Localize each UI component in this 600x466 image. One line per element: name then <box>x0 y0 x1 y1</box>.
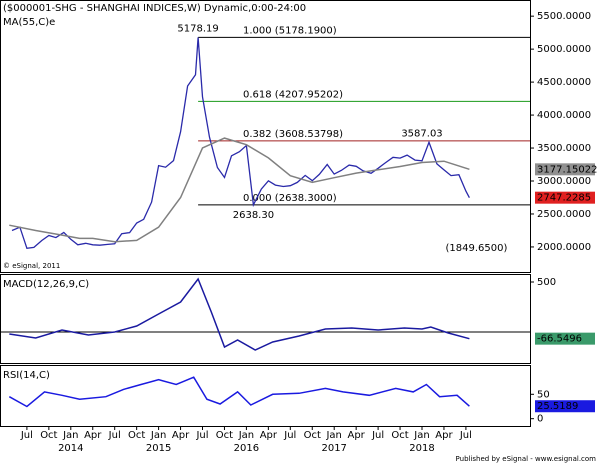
year-label: 2017 <box>321 443 346 454</box>
year-label: 2015 <box>146 443 171 454</box>
y-tick-label: 2000.0000 <box>537 242 591 253</box>
x-tick-label: Oct <box>40 430 57 441</box>
x-tick-label: Jan <box>413 430 429 441</box>
x-tick-label: Jul <box>283 430 296 441</box>
y-tick-label: 500 <box>537 277 556 288</box>
annotation: (1849.6500) <box>445 243 507 254</box>
copyright: © eSignal, 2011 <box>3 262 60 270</box>
x-tick-label: Oct <box>304 430 321 441</box>
x-tick-label: Jan <box>62 430 78 441</box>
main-panel <box>0 0 531 273</box>
x-tick-label: Jul <box>459 430 472 441</box>
y-tick-label: 5000.0000 <box>537 44 591 55</box>
last-value-label: 3177.15022 <box>537 164 597 175</box>
y-tick-label: 3000.0000 <box>537 176 591 187</box>
chart-title: ($000001-SHG - SHANGHAI INDICES,W) Dynam… <box>3 3 306 14</box>
series-line <box>9 277 470 351</box>
y-tick-label: 0 <box>537 414 543 425</box>
fib-label: 0.000 (2638.3000) <box>243 193 337 204</box>
x-tick-label: Jul <box>20 430 33 441</box>
last-value-box <box>535 332 595 345</box>
x-tick-label: Apr <box>172 430 190 441</box>
x-tick-label: Oct <box>216 430 233 441</box>
rsi-panel <box>0 365 531 427</box>
fib-label: 0.382 (3608.53798) <box>243 129 343 140</box>
x-tick-label: Jan <box>238 430 254 441</box>
last-value-box <box>535 191 595 204</box>
x-tick-label: Oct <box>128 430 145 441</box>
annotation: 2638.30 <box>233 210 274 221</box>
x-tick-label: Jan <box>325 430 341 441</box>
x-tick-label: Jul <box>108 430 121 441</box>
y-tick-label: 50 <box>537 389 550 400</box>
annotation: 3587.03 <box>401 128 442 139</box>
x-tick-label: Apr <box>84 430 102 441</box>
year-label: 2014 <box>58 443 83 454</box>
fib-label: 1.000 (5178.1900) <box>243 25 337 36</box>
series-line <box>11 37 470 250</box>
x-tick-label: Jan <box>150 430 166 441</box>
x-tick-label: Jul <box>371 430 384 441</box>
last-value-box <box>535 163 595 176</box>
y-tick-label: 3500.0000 <box>537 143 591 154</box>
series-name: MA(55,C)e <box>3 17 55 28</box>
annotation: 5178.19 <box>177 23 218 34</box>
series-name: RSI(14,C) <box>3 370 50 381</box>
series-line <box>9 137 470 243</box>
series-name: MACD(12,26,9,C) <box>3 279 89 290</box>
x-tick-label: Apr <box>347 430 365 441</box>
y-tick-label: 5500.0000 <box>537 11 591 22</box>
fib-label: 0.618 (4207.95202) <box>243 89 343 100</box>
series-line <box>8 376 470 408</box>
x-tick-label: Oct <box>391 430 408 441</box>
macd-panel <box>0 274 531 364</box>
footer: Published by eSignal - www.esignal.com <box>456 455 597 463</box>
year-label: 2016 <box>234 443 259 454</box>
last-value-label: 25.5189 <box>537 401 578 412</box>
x-tick-label: Jul <box>195 430 208 441</box>
x-tick-label: Apr <box>260 430 278 441</box>
last-value-label: 2747.2285 <box>537 193 591 204</box>
y-tick-label: 4000.0000 <box>537 110 591 121</box>
y-tick-label: 2500.0000 <box>537 209 591 220</box>
x-tick-label: Apr <box>435 430 453 441</box>
year-label: 2018 <box>409 443 434 454</box>
y-tick-label: 4500.0000 <box>537 77 591 88</box>
last-value-box <box>535 400 595 413</box>
last-value-label: -66.5496 <box>537 334 582 345</box>
